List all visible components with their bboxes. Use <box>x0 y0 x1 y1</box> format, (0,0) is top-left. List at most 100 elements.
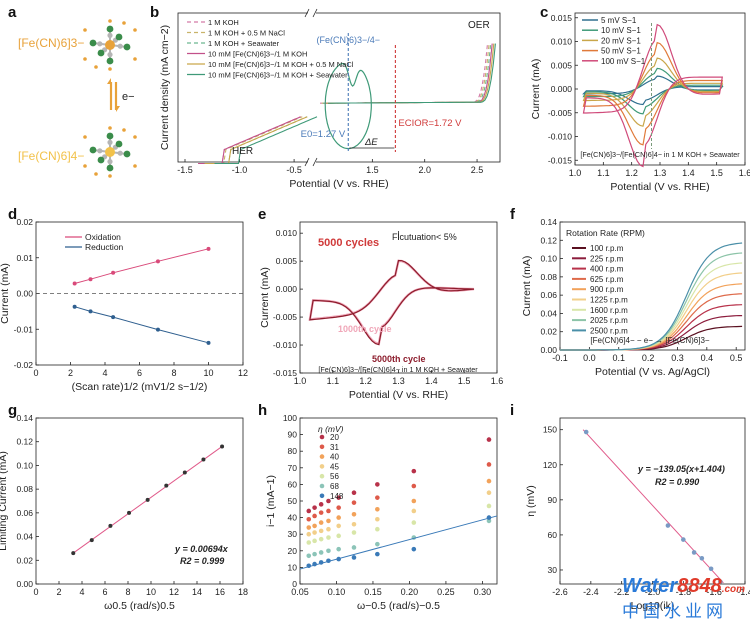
x-tick-label: 1.0 <box>569 168 582 178</box>
data-point <box>111 270 116 275</box>
x-tick-label: 14 <box>192 587 202 597</box>
y-tick-label: 120 <box>543 460 557 470</box>
x-tick-label: 0.30 <box>474 587 492 597</box>
legend-marker <box>319 493 325 499</box>
data-point <box>164 483 169 488</box>
x-tick-label: -2.2 <box>614 587 630 597</box>
x-tick-label: -1.0 <box>232 165 248 175</box>
data-point <box>486 437 492 442</box>
x-tick-label: -2.6 <box>552 587 568 597</box>
fit-r2: R2 = 0.999 <box>180 556 224 566</box>
data-point <box>691 550 697 555</box>
data-point <box>306 531 312 537</box>
data-point <box>336 533 341 539</box>
nitrogen-atom <box>97 49 105 57</box>
cycle-5000-curve <box>309 259 475 346</box>
x-tick-label: 16 <box>215 587 225 597</box>
x-tick-label: 0.5 <box>730 353 743 363</box>
plot-frame <box>559 417 746 585</box>
x-tick-label: -0.1 <box>552 353 568 363</box>
y-tick-label: 0.010 <box>276 228 298 238</box>
y-tick-label: 0.06 <box>16 508 33 518</box>
data-point <box>326 535 331 540</box>
data-point <box>351 500 357 505</box>
legend-entry: 900 r.p.m <box>590 285 624 294</box>
y-axis-label: Current (mA) <box>0 263 11 324</box>
legend-entry: 20 <box>330 433 339 442</box>
counter-ion <box>133 164 137 168</box>
data-point <box>127 510 132 515</box>
data-point <box>312 513 317 519</box>
x-tick-label: 0.1 <box>612 353 625 363</box>
data-point <box>583 429 589 435</box>
counter-ion <box>133 28 137 32</box>
legend-entry: 1 M KOH <box>208 18 239 27</box>
counter-ion <box>83 135 87 139</box>
data-point <box>326 526 331 532</box>
legend-entry: 1225 r.p.m <box>590 296 628 305</box>
x-tick-label: 4 <box>79 587 84 597</box>
y-tick-label: 90 <box>548 495 558 505</box>
carbon-atom <box>107 32 113 39</box>
legend-entry: 40 <box>330 453 339 462</box>
x-tick-label: 6 <box>102 587 107 597</box>
panel-label-b: b <box>150 4 160 21</box>
data-point <box>206 340 211 345</box>
plot-frame <box>559 221 746 351</box>
x-tick-label: 18 <box>238 587 248 597</box>
ecior-label: ECIOR=1.72 V <box>398 118 462 129</box>
counter-ion <box>83 57 87 61</box>
data-point <box>312 551 317 557</box>
legend-entry: 31 <box>330 443 339 452</box>
x-tick-label: 0 <box>33 368 38 378</box>
x-tick-label: 12 <box>169 587 179 597</box>
counter-ion <box>83 28 87 32</box>
data-point <box>306 508 312 514</box>
y-axis-label: i−1 (mA−1) <box>265 475 277 527</box>
x-tick-label: -0.5 <box>286 165 302 175</box>
electron-transfer-arrows-icon <box>107 78 120 112</box>
data-point <box>486 518 492 524</box>
her-curve <box>214 116 318 165</box>
x-tick-label: 1.4 <box>682 168 695 178</box>
x-tick-label: 1.5 <box>366 165 379 175</box>
legend-entry: 68 <box>330 482 339 491</box>
y-tick-label: 30 <box>548 565 558 575</box>
nitrogen-atom <box>106 57 114 65</box>
x-axis-label: ω−0.5 (rad/s)−0.5 <box>357 600 440 612</box>
legend-entry: 50 mV S−1 <box>601 47 641 56</box>
chart-caption: [Fe(CN)6]3−/[Fe(CN)6]4− in 1 M KOH + Sea… <box>318 365 478 374</box>
data-point <box>306 516 312 522</box>
y-tick-label: 0.04 <box>16 532 33 542</box>
y-tick-label: 80 <box>288 446 298 456</box>
axis-break-mark <box>304 8 310 18</box>
legend-entry: 225 r.p.m <box>590 254 624 263</box>
data-point <box>88 309 93 314</box>
legend-entry: 20 mV S−1 <box>601 36 641 45</box>
y-tick-label: 0.14 <box>540 217 557 227</box>
y-tick-label: 0.08 <box>16 484 33 494</box>
nitrogen-atom <box>106 25 114 33</box>
legend-entry: 100 mV S−1 <box>601 57 646 66</box>
data-point <box>699 555 705 561</box>
axis-break-mark <box>304 157 310 167</box>
y-tick-label: 0.08 <box>540 272 557 282</box>
carbon-atom <box>97 41 103 47</box>
y-tick-label: -0.005 <box>273 312 297 322</box>
x-tick-label: 0.4 <box>701 353 714 363</box>
fit-r2: R2 = 0.990 <box>655 477 699 487</box>
legend-marker <box>319 464 325 469</box>
y-tick-label: 0.12 <box>16 437 33 447</box>
x-tick-label: 1.5 <box>458 376 471 386</box>
y-tick-label: 0.00 <box>540 345 557 355</box>
data-point <box>375 526 380 532</box>
legend-entry: 2500 r.p.m <box>590 326 628 335</box>
nitrogen-atom <box>97 156 105 164</box>
data-point <box>351 545 357 550</box>
y-tick-label: 0.02 <box>540 327 557 337</box>
x-tick-label: 6 <box>137 368 142 378</box>
